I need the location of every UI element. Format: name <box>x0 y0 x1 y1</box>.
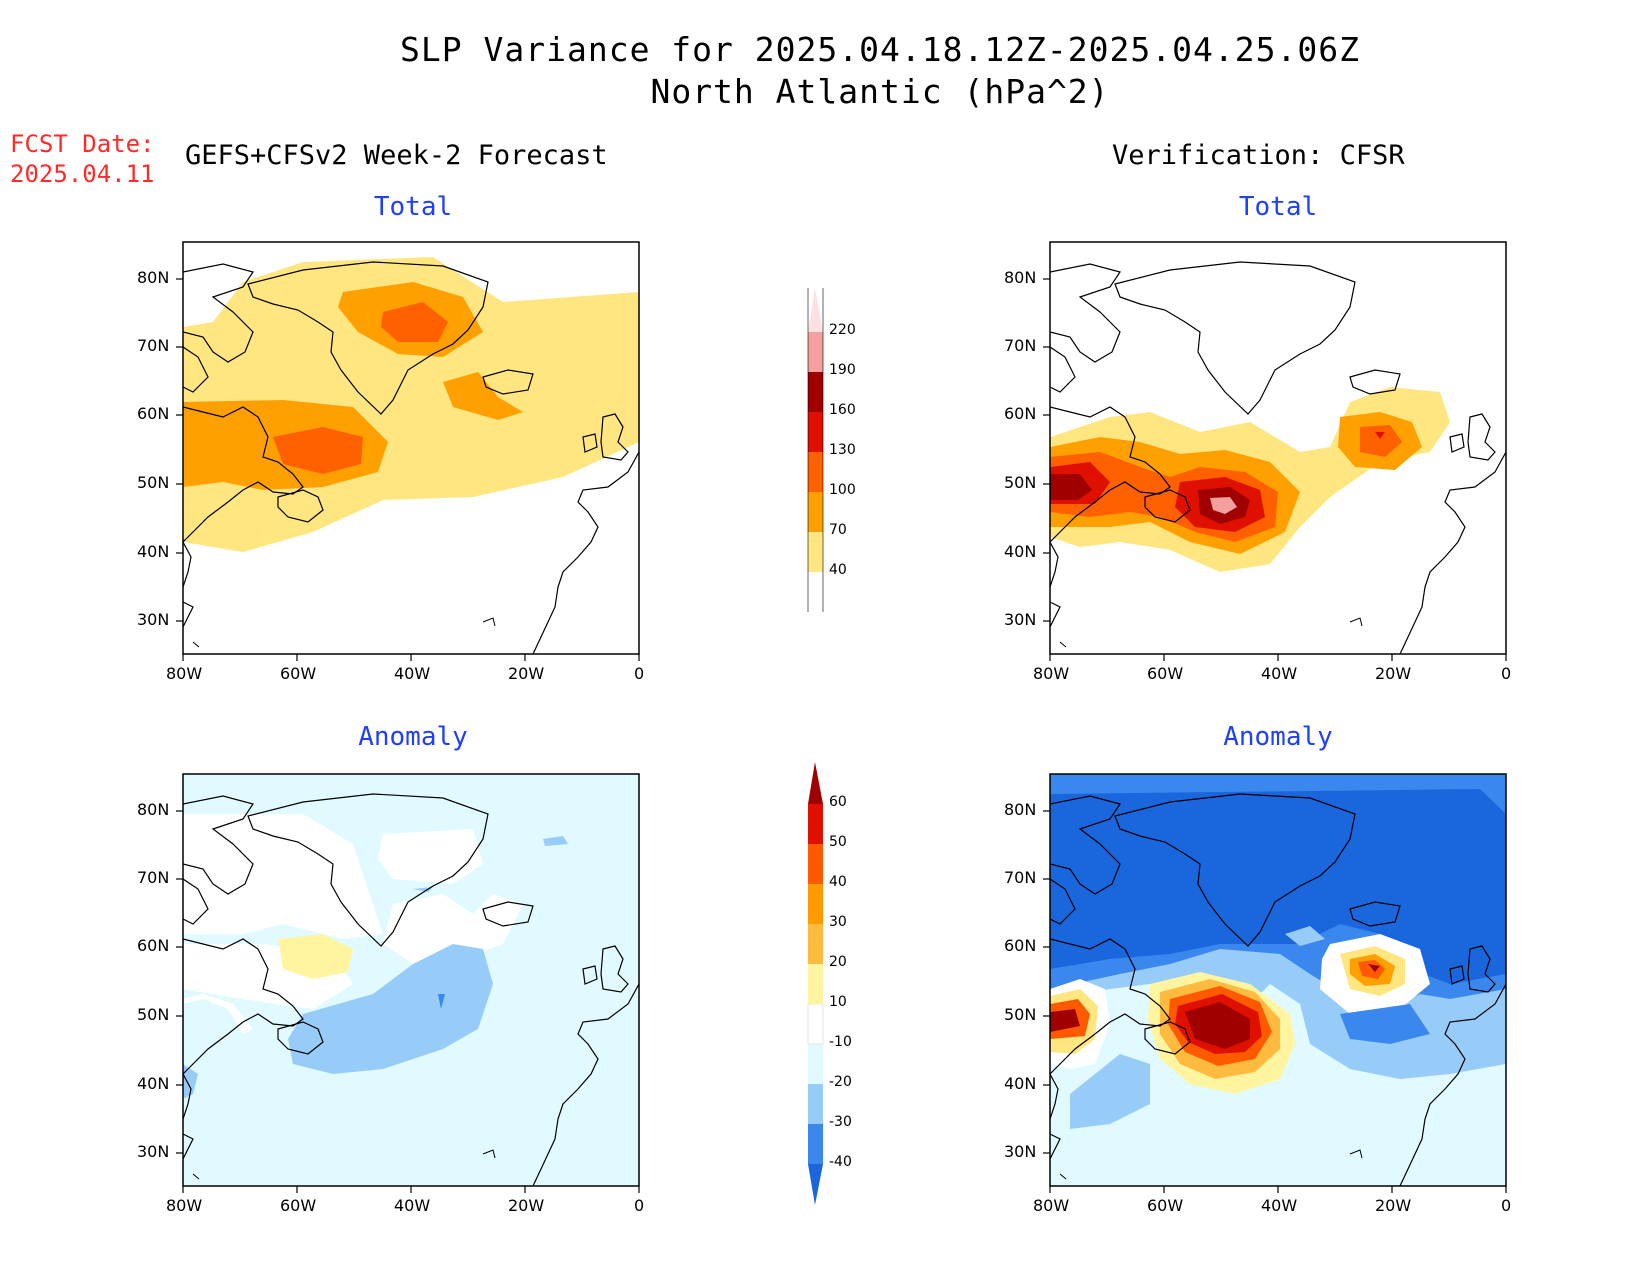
lat-tick-br-70: 70N <box>1004 868 1037 887</box>
anom-cbar-label-40: 40 <box>829 874 847 890</box>
verification-total-map <box>1050 261 1506 654</box>
anom-cbar-label-20: 20 <box>829 954 847 970</box>
total-cbar-label-130: 130 <box>829 442 856 458</box>
lat-tick-bl-40: 40N <box>137 1074 170 1093</box>
lon-tick-tr-20w: 20W <box>1375 664 1412 683</box>
forecast-heading: GEFS+CFSv2 Week-2 Forecast <box>185 140 608 171</box>
lat-tick-br-60: 60N <box>1004 936 1037 955</box>
total-cbar-label-190: 190 <box>829 362 856 378</box>
lon-tick-bl-80w: 80W <box>166 1196 203 1215</box>
lat-tick-tr-40: 40N <box>1004 542 1037 561</box>
lat-tick-br-30: 30N <box>1004 1142 1037 1161</box>
lat-tick-tr-70: 70N <box>1004 336 1037 355</box>
lat-tick-bl-30: 30N <box>137 1142 170 1161</box>
lon-tick-br-20w: 20W <box>1375 1196 1412 1215</box>
panel-title-verification-anomaly: Anomaly <box>1223 722 1333 752</box>
lat-tick-bl-60: 60N <box>137 936 170 955</box>
lat-tick-tl-60: 60N <box>137 404 170 423</box>
lat-tick-bl-80: 80N <box>137 800 170 819</box>
lon-tick-tl-80w: 80W <box>166 664 203 683</box>
lat-tick-bl-70: 70N <box>137 868 170 887</box>
lon-tick-br-0: 0 <box>1501 1196 1512 1215</box>
panel-title-verification-total: Total <box>1238 192 1318 222</box>
figure-title: SLP Variance for 2025.04.18.12Z-2025.04.… <box>400 30 1360 69</box>
forecast-anomaly-map <box>183 774 639 1186</box>
lon-tick-br-40w: 40W <box>1261 1196 1298 1215</box>
total-colorbar <box>807 288 824 612</box>
lon-tick-bl-20w: 20W <box>508 1196 545 1215</box>
fcst-date-label: FCST Date: <box>10 130 155 158</box>
forecast-total-map <box>183 257 639 654</box>
lon-tick-tl-60w: 60W <box>280 664 317 683</box>
lon-tick-br-60w: 60W <box>1147 1196 1184 1215</box>
verification-anomaly-map <box>1050 774 1506 1186</box>
lon-tick-tr-0: 0 <box>1501 664 1512 683</box>
total-cbar-label-70: 70 <box>829 522 847 538</box>
lat-tick-br-40: 40N <box>1004 1074 1037 1093</box>
lon-tick-tr-60w: 60W <box>1147 664 1184 683</box>
verification-heading: Verification: CFSR <box>1112 140 1405 171</box>
lon-tick-tr-40w: 40W <box>1261 664 1298 683</box>
lon-tick-bl-0: 0 <box>634 1196 645 1215</box>
lat-tick-br-50: 50N <box>1004 1005 1037 1024</box>
lat-tick-tl-70: 70N <box>137 336 170 355</box>
fcst-date-value: 2025.04.11 <box>10 160 155 188</box>
lon-tick-tl-20w: 20W <box>508 664 545 683</box>
lon-tick-tl-40w: 40W <box>394 664 431 683</box>
lat-tick-br-80: 80N <box>1004 800 1037 819</box>
lon-tick-tr-80w: 80W <box>1033 664 1070 683</box>
anom-cbar-label-50: 50 <box>829 834 847 850</box>
lat-tick-tl-30: 30N <box>137 610 170 629</box>
total-cbar-label-40: 40 <box>829 562 847 578</box>
lat-tick-tr-60: 60N <box>1004 404 1037 423</box>
total-cbar-label-220: 220 <box>829 322 856 338</box>
anom-cbar-label-m20: -20 <box>829 1074 852 1090</box>
anom-cbar-label-m10: -10 <box>829 1034 852 1050</box>
lat-tick-tr-80: 80N <box>1004 268 1037 287</box>
lon-tick-br-80w: 80W <box>1033 1196 1070 1215</box>
anom-cbar-label-10: 10 <box>829 994 847 1010</box>
lat-tick-tl-50: 50N <box>137 473 170 492</box>
panel-title-forecast-total: Total <box>373 192 453 222</box>
total-cbar-label-100: 100 <box>829 482 856 498</box>
lat-tick-tr-50: 50N <box>1004 473 1037 492</box>
lon-tick-tl-0: 0 <box>634 664 645 683</box>
total-cbar-label-160: 160 <box>829 402 856 418</box>
lat-tick-tl-80: 80N <box>137 268 170 287</box>
lon-tick-bl-60w: 60W <box>280 1196 317 1215</box>
anomaly-colorbar <box>807 762 824 1205</box>
anom-cbar-label-m40: -40 <box>829 1154 852 1170</box>
lon-tick-bl-40w: 40W <box>394 1196 431 1215</box>
axis-ticks <box>176 278 1507 1193</box>
anom-cbar-label-30: 30 <box>829 914 847 930</box>
lat-tick-tr-30: 30N <box>1004 610 1037 629</box>
lat-tick-bl-50: 50N <box>137 1005 170 1024</box>
anom-cbar-label-60: 60 <box>829 794 847 810</box>
anom-cbar-label-m30: -30 <box>829 1114 852 1130</box>
lat-tick-tl-40: 40N <box>137 542 170 561</box>
panel-title-forecast-anomaly: Anomaly <box>358 722 468 752</box>
figure-subtitle: North Atlantic (hPa^2) <box>650 72 1110 111</box>
